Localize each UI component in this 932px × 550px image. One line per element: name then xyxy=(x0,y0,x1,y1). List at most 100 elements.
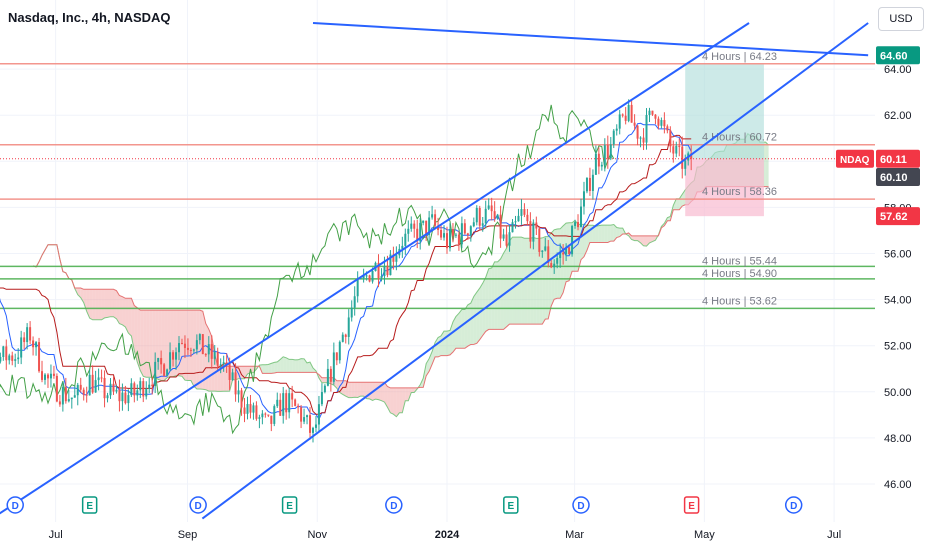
candle-body xyxy=(362,275,365,279)
candle-body xyxy=(386,266,389,276)
candle-body xyxy=(618,114,621,129)
candle-body xyxy=(630,104,633,123)
time-tick-label: Sep xyxy=(178,529,198,541)
candle-body xyxy=(624,115,627,121)
cloud-segment xyxy=(277,359,281,373)
candle-body xyxy=(261,413,264,418)
candle-body xyxy=(490,205,493,212)
cloud-segment xyxy=(470,296,474,345)
cloud-segment xyxy=(80,288,84,303)
candle-body xyxy=(151,384,154,386)
cloud-segment xyxy=(134,305,138,363)
price-axis[interactable]: 46.0048.0050.0052.0054.0056.0058.0060.00… xyxy=(836,0,932,550)
candle-body xyxy=(678,145,681,147)
cloud-segment xyxy=(280,356,284,373)
candle-body xyxy=(172,352,175,360)
candle-body xyxy=(32,340,35,348)
cloud-segment xyxy=(497,258,501,330)
cloud-segment xyxy=(512,237,516,325)
candle-body xyxy=(157,358,160,362)
cloud-segment xyxy=(351,382,355,398)
candle-body xyxy=(73,395,76,398)
candle-body xyxy=(666,126,669,131)
candle-body xyxy=(523,209,526,215)
currency-button[interactable]: USD xyxy=(878,7,924,31)
candle-body xyxy=(508,232,511,246)
candle-body xyxy=(672,146,675,154)
candle-body xyxy=(341,334,344,342)
candle-body xyxy=(642,137,645,143)
candle-body xyxy=(103,377,106,399)
cloud-segment xyxy=(289,359,293,373)
candle-body xyxy=(553,263,556,268)
candle-body xyxy=(347,317,350,337)
candle-body xyxy=(574,222,577,226)
candle-body xyxy=(350,307,353,318)
candle-body xyxy=(258,417,261,419)
candle-body xyxy=(213,351,216,359)
price-tick-label: 46.00 xyxy=(884,479,912,491)
cloud-segment xyxy=(193,310,197,390)
candle-body xyxy=(636,125,639,139)
candle-body xyxy=(234,372,237,395)
cloud-segment xyxy=(190,310,194,387)
candle-body xyxy=(511,222,514,233)
candle-body xyxy=(434,214,437,226)
cloud-segment xyxy=(393,387,397,417)
cloud-segment xyxy=(307,362,311,373)
candle-body xyxy=(303,417,306,422)
candle-body xyxy=(300,407,303,422)
cloud-segment xyxy=(95,289,99,320)
earnings-icon-label: E xyxy=(286,501,293,512)
candle-body xyxy=(127,395,130,404)
candle-body xyxy=(335,352,338,361)
candle-body xyxy=(627,104,630,121)
cloud-segment xyxy=(452,316,456,352)
cloud-segment xyxy=(634,235,638,241)
horizontal-levels: 4 Hours | 64.23 4 Hours | 60.72 4 Hours | … xyxy=(0,51,875,310)
candle-body xyxy=(392,254,395,262)
candle-body xyxy=(297,405,300,408)
time-axis[interactable]: Jul Sep Nov 2024 Mar May Jul xyxy=(0,522,932,550)
candle-body xyxy=(591,174,594,191)
cloud-segment xyxy=(503,248,507,330)
cloud-segment xyxy=(384,382,388,408)
dividend-icon-label: D xyxy=(390,501,397,512)
cloud-segment xyxy=(539,237,543,325)
candle-body xyxy=(609,144,612,159)
time-tick-label: Jul xyxy=(49,529,63,541)
candle-body xyxy=(273,406,276,424)
candle-body xyxy=(597,153,600,167)
candle-body xyxy=(309,415,312,433)
cloud-segment xyxy=(449,321,453,355)
candle-body xyxy=(559,252,562,259)
event-markers[interactable]: DEDEDEDEDE xyxy=(6,496,891,514)
dividend-icon-label: D xyxy=(577,501,584,512)
candle-body xyxy=(317,404,320,425)
candle-body xyxy=(67,399,70,402)
cloud-segment xyxy=(196,310,200,390)
candle-body xyxy=(669,130,672,147)
cloud-segment xyxy=(405,387,409,401)
cloud-segment xyxy=(202,311,206,390)
cloud-segment xyxy=(286,357,290,373)
candle-body xyxy=(279,399,282,416)
cloud-segment xyxy=(455,313,459,349)
candle-body xyxy=(142,381,145,397)
cloud-segment xyxy=(295,359,299,373)
candle-body xyxy=(547,246,550,264)
candle-body xyxy=(440,229,443,238)
price-tick-label: 56.00 xyxy=(884,249,912,261)
candle-body xyxy=(502,234,505,239)
candle-body xyxy=(0,357,2,362)
candle-body xyxy=(633,122,636,126)
earnings-icon xyxy=(281,496,298,514)
candle-body xyxy=(529,221,532,242)
candle-body xyxy=(148,384,151,389)
cloud-segment xyxy=(438,335,442,357)
cloud-segment xyxy=(488,267,492,330)
candle-body xyxy=(478,207,481,226)
candle-body xyxy=(368,275,371,282)
